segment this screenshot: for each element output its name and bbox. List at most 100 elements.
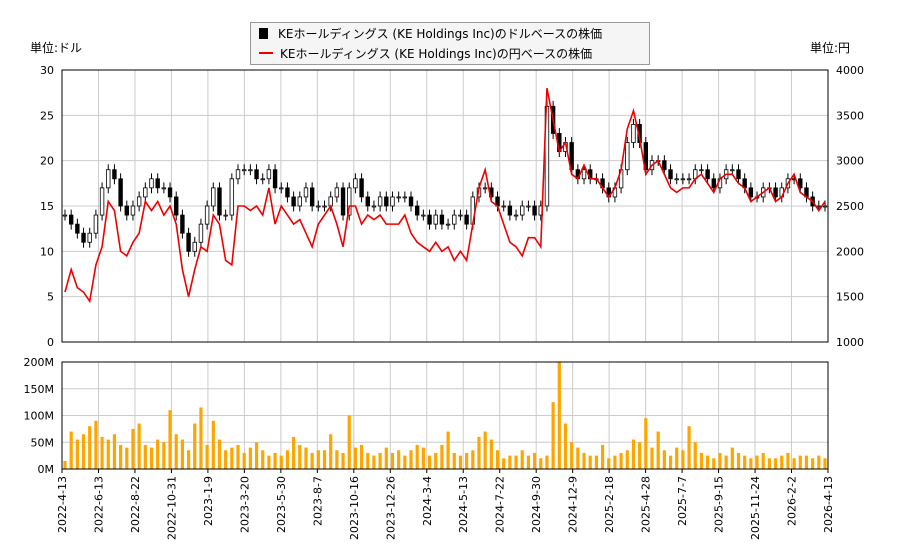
candle-body (279, 187, 284, 190)
candle-body (124, 205, 129, 216)
volume-bar (446, 431, 450, 469)
volume-bar (644, 418, 648, 469)
left-y-tick-label: 30 (40, 64, 54, 77)
volume-y-tick-label: 150M (24, 383, 55, 396)
candle-body (353, 178, 358, 189)
candle-body (322, 205, 327, 208)
volume-bar (477, 436, 481, 469)
candle-body (266, 169, 272, 180)
legend-usd-label: KEホールディングス (KE Holdings Inc)のドルベースの株価 (278, 27, 603, 41)
legend-jpy-label: KEホールディングス (KE Holdings Inc)の円ベースの株価 (280, 47, 593, 61)
candle-body (211, 187, 216, 207)
volume-bar (366, 452, 370, 469)
x-tick-label: 2025-2-18 (603, 476, 616, 533)
right-y-tick-label: 2000 (836, 245, 864, 258)
candle-body (161, 187, 167, 190)
candle-body (81, 232, 86, 243)
candle-body (192, 241, 197, 252)
volume-bar (174, 434, 178, 469)
candle-body (106, 169, 111, 189)
candle-body (235, 169, 241, 180)
x-tick-label: 2025-4-28 (640, 476, 653, 533)
volume-bar (390, 452, 395, 469)
volume-bar (471, 450, 475, 469)
volume-bar (625, 450, 629, 469)
candle-body (748, 187, 754, 198)
volume-bar (823, 458, 827, 469)
volume-bar (137, 423, 141, 469)
candle-body (674, 178, 679, 181)
volume-bar (557, 362, 561, 469)
volume-bar (662, 450, 666, 469)
volume-bar (780, 455, 784, 469)
x-tick-label: 2023-10-16 (348, 476, 361, 540)
volume-bar (199, 407, 203, 469)
candle-body (501, 205, 506, 208)
volume-bar (681, 450, 685, 469)
x-tick-label: 2026-2-2 (786, 476, 799, 526)
volume-bar (830, 461, 833, 469)
candle-body (149, 178, 154, 189)
x-tick-label: 2025-7-7 (676, 476, 689, 526)
right-y-tick-label: 3000 (836, 155, 864, 168)
volume-bar (125, 447, 129, 469)
volume-bar (532, 452, 537, 469)
volume-bar (767, 458, 771, 469)
volume-bar (811, 458, 815, 469)
candle-body (340, 187, 346, 216)
candle-body (396, 196, 401, 199)
candle-body (316, 205, 321, 208)
candle-body (371, 205, 377, 208)
candle-body (414, 205, 420, 216)
volume-bar (397, 450, 401, 469)
candle-body (99, 187, 105, 216)
volume-bar (520, 450, 524, 469)
legend: KEホールディングス (KE Holdings Inc)のドルベースの株価 KE… (250, 22, 650, 65)
volume-bar (545, 455, 549, 469)
volume-bar (458, 455, 463, 469)
volume-bar (149, 447, 154, 469)
x-tick-label: 2024-5-13 (457, 476, 470, 533)
volume-bar (372, 455, 376, 469)
volume-bar (656, 431, 660, 469)
volume-bar (180, 439, 184, 469)
volume-bar (88, 426, 92, 469)
x-tick-label: 2025-11-24 (749, 476, 762, 540)
volume-bars (63, 362, 833, 469)
volume-bar (502, 458, 506, 469)
candle-body (625, 142, 630, 171)
volume-bar (706, 455, 710, 469)
x-tick-label: 2022-8-22 (129, 476, 142, 533)
volume-bar (495, 450, 500, 469)
candle-body (75, 223, 80, 234)
volume-bar (489, 439, 493, 469)
volume-bar (539, 458, 543, 469)
candle-body (402, 196, 408, 199)
right-y-tick-label: 3500 (836, 109, 864, 122)
left-unit-label: 単位:ドル (30, 41, 83, 55)
volume-bar (761, 452, 765, 469)
volume-bar (217, 439, 222, 469)
candle-body (155, 178, 160, 189)
volume-bar (718, 452, 722, 469)
volume-bar (576, 447, 580, 469)
volume-bar (236, 444, 240, 469)
volume-bar (69, 431, 73, 469)
volume-bar (619, 452, 623, 469)
x-tick-label: 2024-9-30 (530, 476, 543, 533)
usd-swatch (259, 28, 268, 39)
x-tick-label: 2023-5-30 (275, 476, 288, 533)
volume-bar (421, 447, 425, 469)
candle-body (532, 205, 537, 216)
candle-body (130, 205, 136, 216)
volume-bar (607, 458, 611, 469)
volume-bar (261, 450, 265, 469)
left-y-tick-label: 5 (47, 291, 54, 304)
candle-body (68, 214, 74, 225)
candle-body (569, 142, 574, 171)
candle-body (186, 232, 191, 252)
volume-bar (817, 455, 821, 469)
volume-bar (316, 450, 320, 469)
candle-body (248, 169, 253, 172)
left-y-tick-label: 15 (40, 200, 54, 213)
